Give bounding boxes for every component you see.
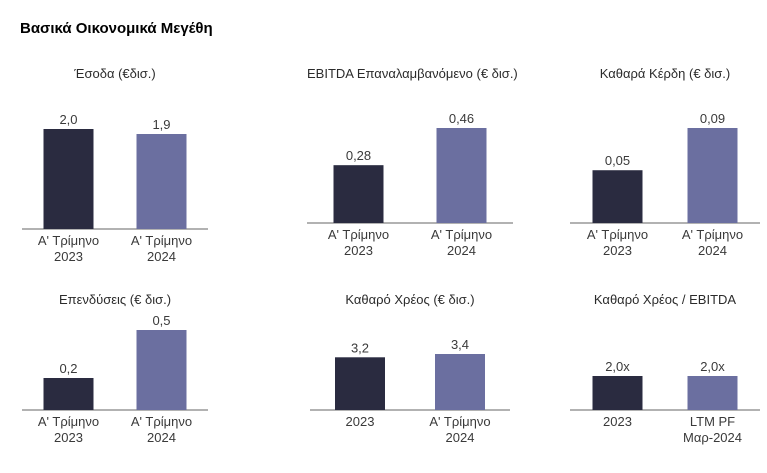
chart-title: EBITDA Επαναλαμβανόμενο (€ δισ.)	[307, 66, 518, 81]
x-tick-label: Α' Τρίμηνο	[431, 227, 492, 242]
chart-title: Καθαρά Κέρδη (€ δισ.)	[599, 66, 731, 81]
bar	[435, 354, 485, 410]
net-profit-chart: Καθαρά Κέρδη (€ δισ.) 0,05 Α' Τρίμηνο 2023…	[570, 66, 760, 473]
data-label: 2,0x	[700, 359, 725, 374]
revenue-chart: Έσοδα (€δισ.) 2,0 Α' Τρίμηνο 2023 1,9 Α' Τρί…	[22, 66, 208, 473]
x-tick-label: Α' Τρίμηνο	[328, 227, 389, 242]
x-tick-label: 2024	[446, 430, 475, 445]
chart-title: Επενδύσεις (€ δισ.)	[58, 292, 172, 307]
bar	[43, 378, 94, 410]
x-tick-label: LTM PF	[690, 414, 735, 429]
x-tick-label: 2023	[344, 243, 373, 258]
bar	[136, 330, 187, 410]
x-tick-label: Α' Τρίμηνο	[587, 227, 648, 242]
ebitda-chart: EBITDA Επαναλαμβανόμενο (€ δισ.) 0,28 Α' …	[307, 66, 518, 473]
bar	[436, 128, 487, 223]
data-label: 0,5	[152, 313, 170, 328]
x-tick-label: 2024	[147, 430, 176, 445]
x-tick-label: Α' Τρίμηνο	[131, 414, 192, 429]
data-label: 0,28	[346, 148, 371, 163]
data-label: 0,2	[59, 361, 77, 376]
net-debt-ebitda-chart: Καθαρό Χρέος / EBITDA 2,0x 2023 2,0x LTM PF…	[570, 292, 760, 473]
x-tick-label: 2024	[147, 249, 176, 264]
bar	[687, 128, 738, 223]
bar	[333, 165, 384, 223]
x-tick-label: Α' Τρίμηνο	[682, 227, 743, 242]
bar	[335, 357, 385, 410]
bar	[136, 134, 187, 229]
x-tick-label: 2023	[603, 243, 632, 258]
data-label: 3,2	[351, 340, 369, 355]
x-tick-label: Μαρ-2024	[683, 430, 742, 445]
chart-title: Καθαρό Χρέος / EBITDA	[593, 292, 737, 307]
investments-chart: Επενδύσεις (€ δισ.) 0,2 Α' Τρίμηνο 2023 0,5…	[22, 292, 208, 473]
x-tick-label: Α' Τρίμηνο	[38, 414, 99, 429]
x-tick-label: 2023	[54, 249, 83, 264]
x-tick-label: Α' Τρίμηνο	[131, 233, 192, 248]
net-debt-chart: Καθαρό Χρέος (€ δισ.) 3,2 2023 3,4 Α' Τρίμη…	[310, 292, 510, 473]
data-label: 0,05	[605, 153, 630, 168]
x-tick-label: 2024	[447, 243, 476, 258]
chart-title: Έσοδα (€δισ.)	[74, 66, 156, 81]
data-label: 0,09	[700, 111, 725, 126]
x-tick-label: 2023	[603, 414, 632, 429]
x-tick-label: 2023	[346, 414, 375, 429]
data-label: 0,46	[449, 111, 474, 126]
x-tick-label: Α' Τρίμηνο	[429, 414, 490, 429]
x-tick-label: Α' Τρίμηνο	[38, 233, 99, 248]
x-tick-label: 2024	[698, 243, 727, 258]
data-label: 2,0	[59, 112, 77, 127]
data-label: 3,4	[451, 337, 469, 352]
data-label: 1,9	[152, 117, 170, 132]
bar	[687, 376, 738, 410]
bar	[592, 376, 643, 410]
x-tick-label: 2023	[54, 430, 83, 445]
page-title: Βασικά Οικονομικά Μεγέθη	[20, 20, 213, 37]
bar	[592, 170, 643, 223]
bar	[43, 129, 94, 229]
data-label: 2,0x	[605, 359, 630, 374]
chart-title: Καθαρό Χρέος (€ δισ.)	[345, 292, 475, 307]
